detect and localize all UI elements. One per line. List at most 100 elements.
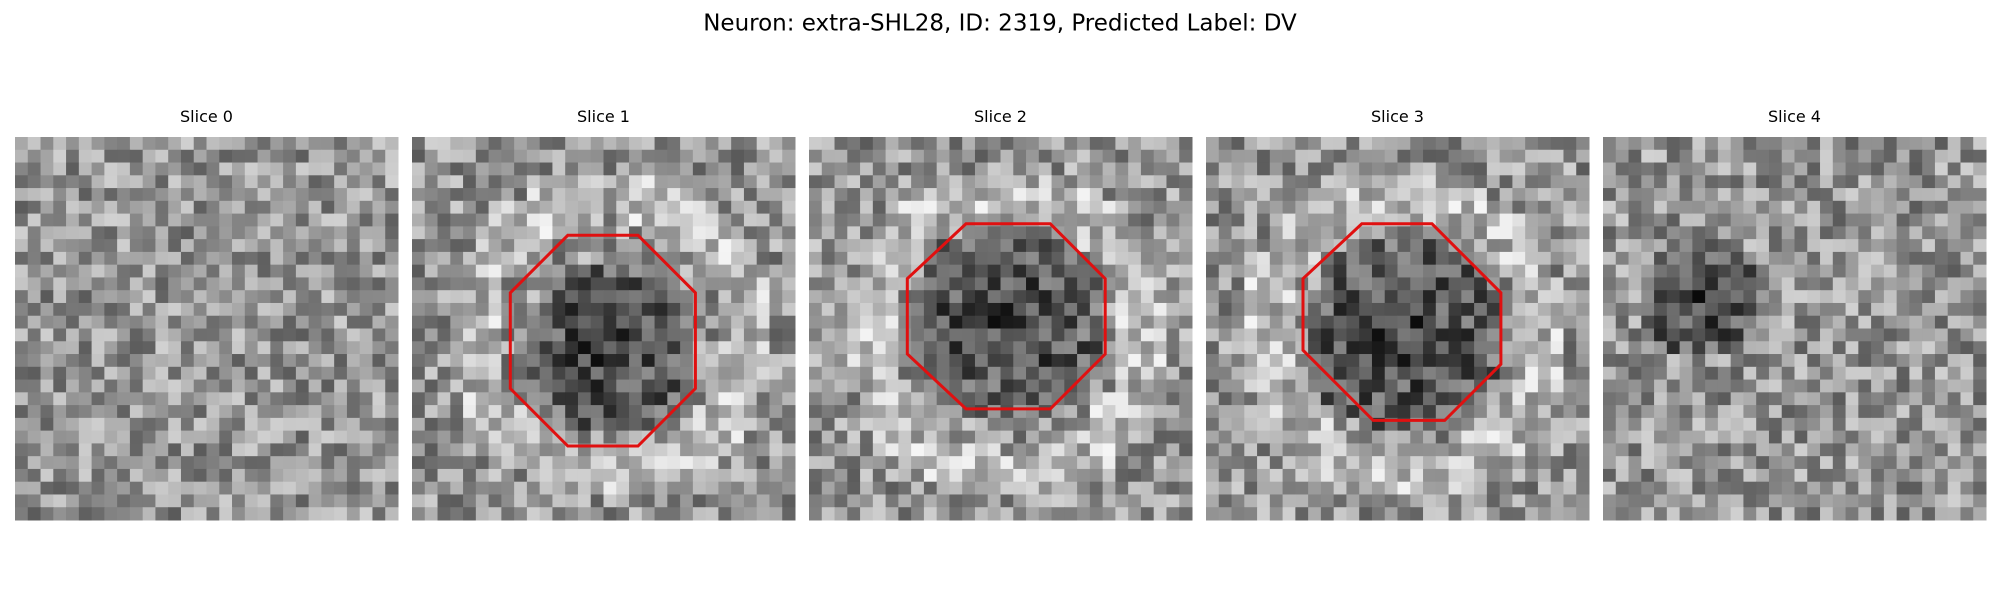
pixel	[1654, 507, 1668, 521]
pixel	[692, 507, 707, 521]
pixel	[1563, 290, 1577, 304]
pixel	[1550, 149, 1564, 164]
pixel	[1089, 290, 1104, 304]
pixel	[295, 137, 310, 151]
pixel	[66, 379, 80, 393]
pixel	[1512, 430, 1526, 444]
pixel	[974, 481, 989, 495]
pixel	[346, 405, 361, 419]
pixel	[962, 200, 976, 215]
pixel	[860, 468, 874, 483]
pixel	[1615, 481, 1630, 495]
pixel	[219, 277, 233, 291]
pixel	[1384, 430, 1398, 444]
pixel	[385, 226, 399, 240]
pixel	[782, 239, 796, 253]
pixel	[756, 328, 770, 342]
pixel	[53, 239, 67, 253]
pixel	[78, 481, 93, 495]
pixel	[1781, 417, 1795, 432]
pixel	[1064, 226, 1078, 240]
pixel	[117, 405, 131, 419]
pixel	[1474, 251, 1488, 266]
pixel	[219, 494, 233, 508]
pixel	[1641, 290, 1655, 304]
pixel	[1550, 264, 1564, 278]
pixel	[1461, 443, 1475, 457]
pixel	[949, 328, 963, 342]
pixel	[1257, 137, 1271, 151]
pixel	[1371, 494, 1386, 508]
pixel	[1410, 430, 1424, 444]
pixel	[40, 251, 54, 266]
pixel	[412, 405, 426, 419]
pixel	[1922, 239, 1936, 253]
pixel	[1064, 494, 1078, 508]
pixel	[1077, 456, 1091, 470]
pixel	[1128, 354, 1142, 368]
pixel	[257, 405, 271, 419]
pixel	[1038, 392, 1053, 406]
pixel	[590, 341, 604, 355]
pixel	[232, 264, 246, 278]
pixel	[15, 366, 29, 381]
pixel	[1896, 302, 1910, 317]
pixel	[1435, 443, 1450, 457]
pixel	[949, 264, 963, 278]
pixel	[424, 251, 439, 266]
pixel	[872, 226, 887, 240]
pixel	[1922, 430, 1936, 444]
pixel	[53, 315, 67, 329]
pixel	[346, 430, 361, 444]
pixel	[949, 354, 963, 368]
pixel	[206, 392, 220, 406]
pixel	[1550, 481, 1564, 495]
pixel	[270, 290, 284, 304]
pixel	[1922, 456, 1936, 470]
pixel	[616, 149, 630, 164]
pixel	[1705, 251, 1719, 266]
pixel	[603, 290, 617, 304]
pixel	[552, 494, 566, 508]
pixel	[1257, 430, 1271, 444]
pixel	[1641, 405, 1655, 419]
pixel	[1743, 354, 1757, 368]
pixel	[911, 417, 925, 432]
pixel	[40, 264, 54, 278]
pixel	[898, 213, 912, 227]
pixel	[424, 405, 439, 419]
pixel	[654, 430, 668, 444]
pixel	[1512, 417, 1526, 432]
pixel	[1153, 251, 1167, 266]
pixel	[424, 392, 439, 406]
pixel	[603, 481, 617, 495]
pixel	[1282, 188, 1296, 202]
pixel	[603, 213, 617, 227]
pixel	[1512, 494, 1526, 508]
pixel	[692, 392, 707, 406]
pixel	[1794, 494, 1808, 508]
pixel	[936, 417, 950, 432]
pixel	[1166, 468, 1180, 483]
pixel	[1038, 162, 1053, 176]
pixel	[219, 481, 233, 495]
pixel	[590, 507, 604, 521]
pixel	[1973, 354, 1987, 368]
pixel	[1435, 379, 1450, 393]
pixel	[359, 379, 373, 393]
pixel	[104, 226, 118, 240]
pixel	[1166, 213, 1180, 227]
pixel	[1717, 430, 1732, 444]
pixel	[283, 366, 297, 381]
pixel	[78, 188, 93, 202]
pixel	[1781, 379, 1795, 393]
pixel	[1128, 162, 1142, 176]
pixel	[1371, 392, 1386, 406]
pixel	[91, 481, 105, 495]
pixel	[872, 354, 887, 368]
pixel	[923, 443, 938, 457]
pixel	[1013, 494, 1027, 508]
pixel	[1089, 226, 1104, 240]
pixel	[1064, 290, 1078, 304]
pixel	[834, 481, 848, 495]
